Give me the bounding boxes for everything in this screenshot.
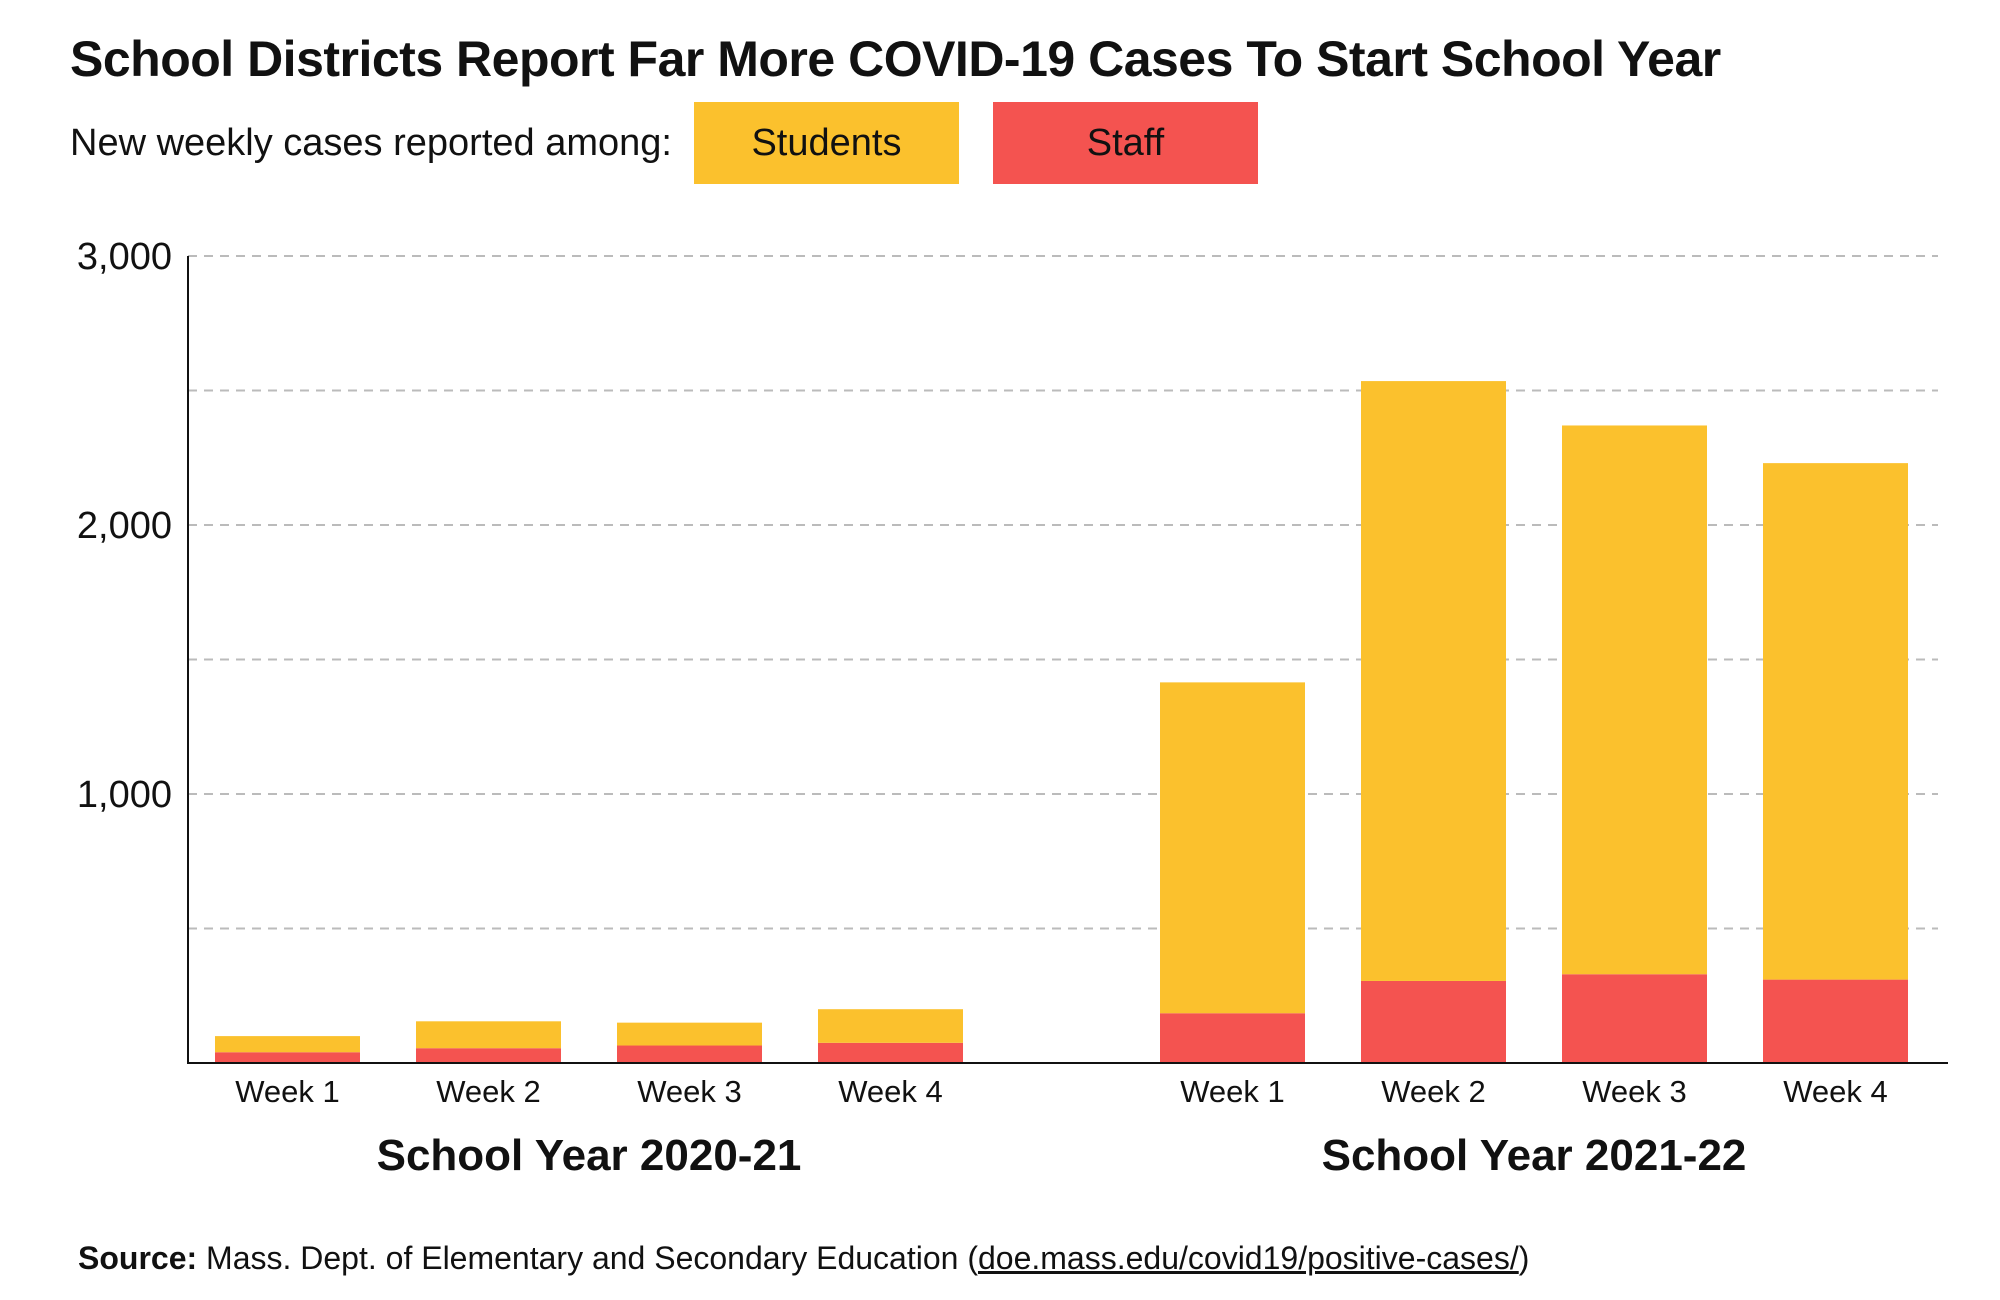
x-tick-label: Week 4 <box>838 1074 943 1109</box>
stacked-bar-chart: 1,000 2,000 3,000 Week 1 Week 2 Week 3 Week 4 S… <box>77 236 1948 1180</box>
bar-staff-1-4 <box>818 1042 963 1063</box>
source-label: Source: <box>78 1240 198 1276</box>
legend-item-students: Students <box>693 102 959 184</box>
group-label: School Year 2021-22 <box>1322 1131 1747 1180</box>
bar-students-2-2 <box>1361 381 1506 981</box>
x-tick-label: Week 2 <box>436 1074 541 1109</box>
bar-students-2-3 <box>1562 425 1707 975</box>
x-tick-label: Week 1 <box>235 1074 340 1109</box>
x-tick-label: Week 4 <box>1783 1074 1888 1109</box>
bar-staff-2-2 <box>1361 980 1506 1063</box>
bar-students-2-1 <box>1160 682 1305 1014</box>
source-note: Source: Mass. Dept. of Elementary and Se… <box>78 1240 1529 1277</box>
source-link[interactable]: doe.mass.edu/covid19/positive-cases/ <box>977 1240 1519 1276</box>
x-tick-label: Week 3 <box>1582 1074 1687 1109</box>
x-tick-label: Week 1 <box>1180 1074 1285 1109</box>
bar-students-1-2 <box>416 1021 561 1049</box>
y-tick-label: 2,000 <box>77 505 172 547</box>
bar-students-1-3 <box>617 1022 762 1046</box>
x-tick-label: Week 2 <box>1381 1074 1486 1109</box>
bar-students-2-4 <box>1763 463 1908 980</box>
bar-students-1-4 <box>818 1009 963 1043</box>
bar-staff-1-2 <box>416 1048 561 1063</box>
bar-staff-1-3 <box>617 1045 762 1063</box>
legend: New weekly cases reported among: Student… <box>70 102 1292 184</box>
source-close: ) <box>1518 1240 1530 1276</box>
bar-staff-2-1 <box>1160 1013 1305 1063</box>
bar-staff-2-3 <box>1562 974 1707 1063</box>
chart-title: School Districts Report Far More COVID-1… <box>70 31 1721 87</box>
y-tick-label: 1,000 <box>77 774 172 816</box>
chart-subtitle: New weekly cases reported among: <box>70 121 672 164</box>
y-tick-label: 3,000 <box>77 236 172 278</box>
legend-item-staff: Staff <box>992 102 1258 184</box>
bar-staff-2-4 <box>1763 979 1908 1063</box>
x-tick-label: Week 3 <box>637 1074 742 1109</box>
bar-students-1-1 <box>215 1036 360 1053</box>
bar-staff-1-1 <box>215 1052 360 1063</box>
source-text: Mass. Dept. of Elementary and Secondary … <box>206 1240 978 1276</box>
group-label: School Year 2020-21 <box>377 1131 802 1180</box>
